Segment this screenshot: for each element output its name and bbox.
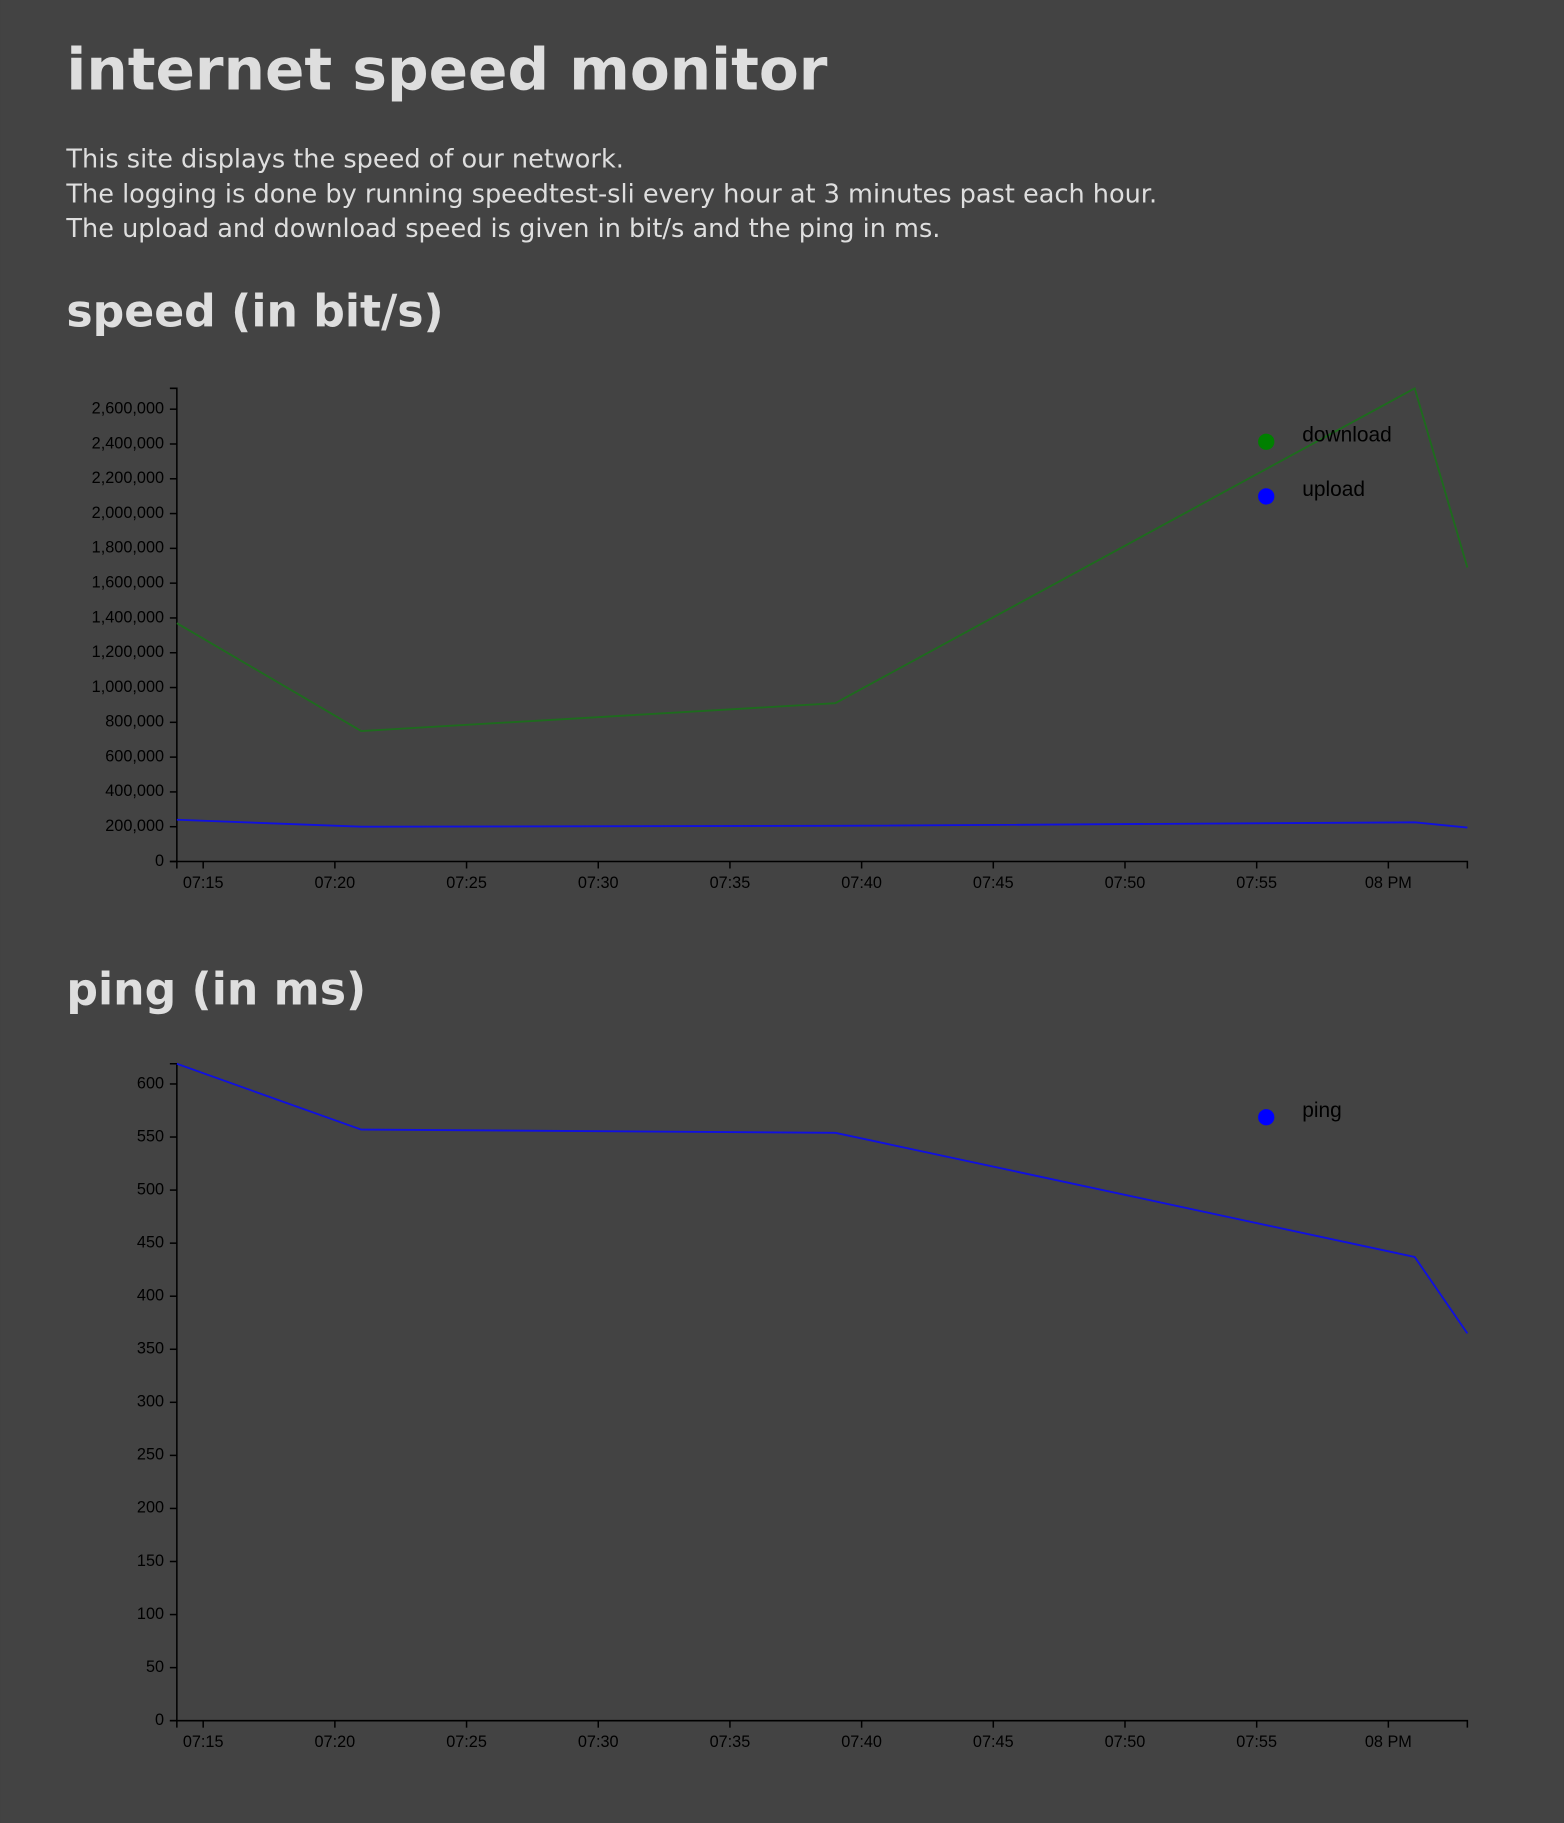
y-tick-label: 600 (137, 1074, 164, 1092)
y-tick-label: 1,200,000 (92, 643, 164, 661)
x-tick-label: 07:40 (841, 874, 882, 892)
y-tick-label: 0 (155, 1711, 164, 1729)
x-axis (176, 1719, 1469, 1728)
y-tick-label: 1,400,000 (92, 608, 164, 626)
x-tick-label: 07:40 (841, 1733, 882, 1751)
y-tick-label: 2,000,000 (92, 504, 164, 522)
x-tick-label: 07:45 (973, 874, 1014, 892)
y-tick-label: 400,000 (105, 782, 164, 800)
y-tick-label: 100 (137, 1605, 164, 1623)
legend-label: upload (1302, 478, 1365, 501)
x-tick-label: 07:50 (1105, 1733, 1146, 1751)
x-tick-label: 07:55 (1236, 874, 1277, 892)
legend-marker (1258, 488, 1275, 505)
x-tick-label: 07:35 (710, 1733, 751, 1751)
legend-label: download (1302, 424, 1392, 447)
y-tick-label: 2,200,000 (92, 469, 164, 487)
y-tick-label: 400 (137, 1287, 164, 1305)
x-axis (176, 860, 1469, 869)
x-tick-label: 07:25 (446, 1733, 487, 1751)
y-tick-label: 500 (137, 1180, 164, 1198)
description-line: The upload and download speed is given i… (65, 214, 940, 244)
x-tick-label: 07:30 (578, 1733, 619, 1751)
chart-title: speed (in bit/s) (66, 287, 443, 338)
y-tick-label: 0 (155, 852, 164, 870)
data-line (176, 818, 1468, 829)
y-tick-label: 300 (137, 1393, 164, 1411)
x-tick-label: 07:45 (973, 1733, 1014, 1751)
description-line: The logging is done by running speedtest… (65, 179, 1157, 209)
page-title: internet speed monitor (66, 36, 827, 104)
data-line (176, 1062, 1469, 1334)
description-line: This site displays the speed of our netw… (65, 144, 623, 174)
y-tick-label: 2,400,000 (92, 434, 164, 452)
chart-title: ping (in ms) (66, 965, 366, 1016)
y-tick-label: 200 (137, 1499, 164, 1517)
y-tick-label: 550 (137, 1127, 164, 1145)
y-tick-label: 200,000 (105, 817, 164, 835)
x-tick-label: 07:30 (578, 874, 619, 892)
legend-marker (1258, 1109, 1275, 1126)
y-tick-label: 450 (137, 1233, 164, 1251)
x-tick-label: 07:20 (315, 874, 356, 892)
y-tick-label: 600,000 (105, 747, 164, 765)
y-tick-label: 50 (146, 1658, 164, 1676)
y-tick-label: 1,600,000 (92, 573, 164, 591)
x-tick-label: 08 PM (1365, 1733, 1412, 1751)
x-tick-label: 07:15 (183, 874, 224, 892)
y-tick-label: 2,600,000 (92, 399, 164, 417)
x-tick-label: 07:25 (446, 874, 487, 892)
x-tick-label: 08 PM (1365, 874, 1412, 892)
data-line (176, 386, 1469, 732)
x-tick-label: 07:15 (183, 1733, 224, 1751)
legend-marker (1258, 433, 1275, 450)
y-tick-label: 350 (137, 1340, 164, 1358)
x-tick-label: 07:55 (1236, 1733, 1277, 1751)
x-tick-label: 07:35 (710, 874, 751, 892)
y-tick-label: 150 (137, 1552, 164, 1570)
x-tick-label: 07:20 (315, 1733, 356, 1751)
x-tick-label: 07:50 (1105, 874, 1146, 892)
legend-label: ping (1302, 1099, 1342, 1122)
y-tick-label: 1,000,000 (92, 678, 164, 696)
y-tick-label: 800,000 (105, 713, 164, 731)
y-tick-label: 250 (137, 1446, 164, 1464)
y-tick-label: 1,800,000 (92, 539, 164, 557)
